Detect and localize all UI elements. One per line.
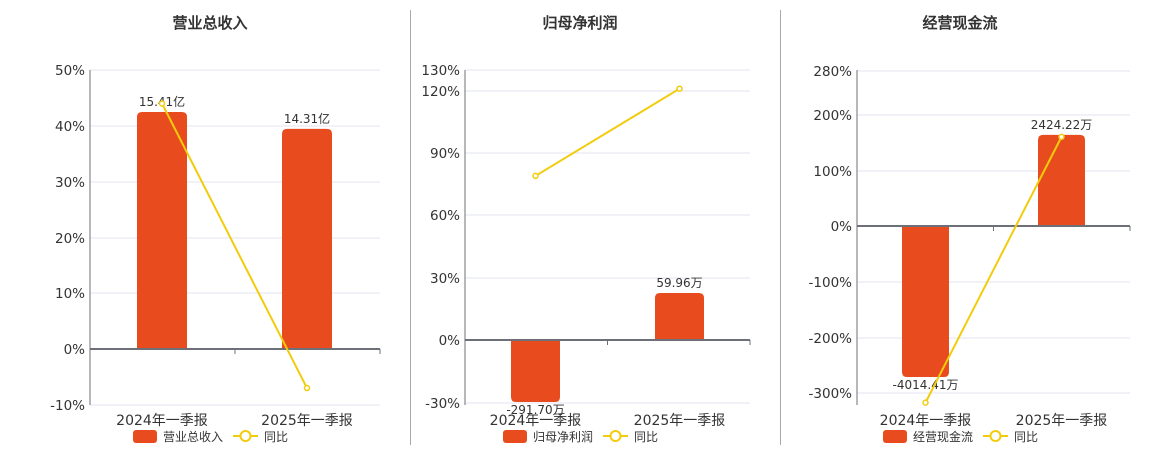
y-tick-label: 30%: [430, 271, 460, 287]
y-tick-label: 100%: [813, 164, 852, 180]
yoy-point: [676, 85, 683, 92]
y-tick-label: -10%: [50, 398, 85, 414]
legend-line-label: 同比: [264, 430, 288, 444]
bar-data-label: 14.31亿: [284, 111, 330, 126]
legend-bar-label: 归母净利润: [533, 430, 593, 444]
y-tick-label: 10%: [55, 286, 85, 302]
legend: 营业总收入 同比: [133, 430, 288, 444]
yoy-line: [534, 87, 681, 177]
legend-bar-label: 经营现金流: [913, 429, 973, 444]
bar-1: [511, 340, 560, 402]
bar-data-label: -4014.41万: [893, 378, 959, 392]
legend-bar-label: 营业总收入: [163, 430, 223, 444]
legend: 归母净利润 同比: [503, 430, 658, 444]
y-tick-label: 20%: [55, 231, 85, 247]
y-tick-label: -100%: [809, 275, 853, 291]
legend-line-marker: [609, 430, 622, 442]
x-category-label: 2025年一季报: [1016, 413, 1108, 429]
yoy-point: [532, 172, 539, 180]
legend-line-marker: [989, 430, 1002, 442]
y-tick-label: 0%: [64, 342, 86, 358]
divider-2: [780, 10, 781, 445]
chart-2: 归母净利润 130% 120% 90% 60% 30% 0% -30% -291.70万 59.9…: [421, 14, 751, 444]
chart-title: 经营现金流: [922, 14, 997, 32]
x-category-label: 2024年一季报: [880, 413, 972, 429]
chart-title: 归母净利润: [542, 14, 617, 32]
y-tick-label: 30%: [55, 175, 85, 191]
yoy-line: [161, 103, 308, 389]
chart-1: 营业总收入50%40%30%20%10%0%-10%15.41亿14.31亿20…: [50, 14, 381, 444]
y-tick-label: -200%: [809, 331, 853, 347]
divider-1: [410, 10, 411, 445]
y-tick-label: 50%: [55, 63, 85, 79]
legend-bar-swatch: [503, 430, 527, 443]
y-tick-label: 60%: [430, 208, 460, 224]
y-tick-label: 40%: [55, 119, 85, 135]
legend-line-marker: [239, 430, 252, 442]
legend-bar-swatch: [133, 430, 157, 443]
chart-title: 营业总收入: [172, 14, 247, 32]
bar-1: [902, 226, 949, 377]
legend: 经营现金流 同比: [883, 429, 1038, 444]
y-tick-label: -300%: [809, 386, 853, 402]
y-tick-label: 0%: [831, 219, 853, 235]
bar-data-label: 59.96万: [656, 276, 702, 290]
chart-3: 经营现金流 280% 200% 100% 0% -100% -200% -300% -4014.…: [809, 14, 1131, 444]
x-category-label: 2025年一季报: [634, 413, 726, 429]
y-tick-label: 120%: [421, 84, 460, 100]
x-category-label: 2025年一季报: [261, 413, 353, 429]
y-tick-label: 130%: [421, 63, 460, 79]
bar-data-label: -291.70万: [506, 403, 564, 417]
bar-1: [137, 111, 187, 349]
y-tick-label: 90%: [430, 146, 460, 162]
yoy-point: [1058, 133, 1065, 141]
y-tick-label: 0%: [439, 333, 461, 349]
legend-bar-swatch: [883, 430, 907, 443]
bar-data-label: 2424.22万: [1031, 118, 1093, 132]
bar-2: [282, 128, 332, 349]
yoy-line: [924, 136, 1063, 404]
yoy-point: [922, 399, 929, 406]
bar-2: [655, 292, 704, 340]
y-tick-label: -30%: [425, 396, 460, 412]
legend-line-label: 同比: [634, 430, 658, 444]
y-tick-label: 200%: [813, 108, 852, 124]
yoy-point: [158, 100, 166, 107]
legend-line-label: 同比: [1014, 430, 1038, 444]
x-category-label: 2024年一季报: [116, 413, 208, 429]
yoy-point: [303, 384, 311, 392]
y-tick-label: 280%: [813, 64, 852, 80]
bar-2: [1038, 134, 1085, 226]
x-category-label: 2024年一季报: [490, 413, 582, 429]
